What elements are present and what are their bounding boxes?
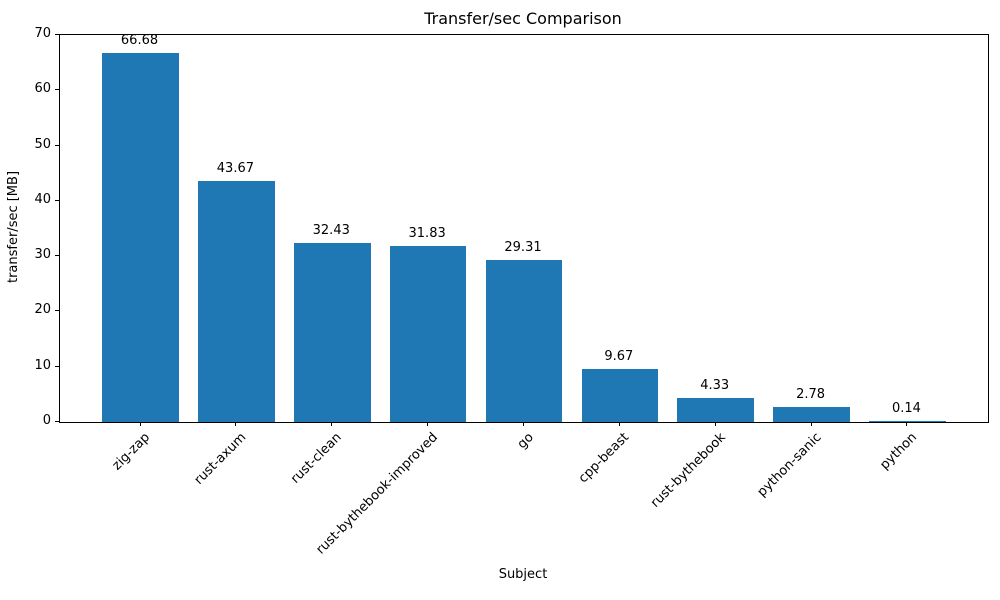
x-axis-tick-label: zig-zap bbox=[109, 430, 154, 474]
x-axis-tick-label: python-sanic bbox=[754, 430, 825, 500]
bar bbox=[773, 406, 850, 422]
y-tick-mark bbox=[55, 310, 59, 312]
y-axis-tick-label: 30 bbox=[34, 247, 51, 263]
x-axis-tick-label: rust-clean bbox=[288, 430, 345, 487]
x-axis-tick-label: rust-axum bbox=[191, 430, 250, 488]
bar bbox=[389, 246, 467, 422]
x-tick-mark bbox=[618, 422, 620, 426]
bar-value-label: 32.43 bbox=[312, 222, 350, 238]
bar bbox=[102, 53, 179, 422]
y-axis-label: transfer/sec [MB] bbox=[6, 170, 21, 284]
y-tick-mark bbox=[55, 199, 59, 201]
y-axis-tick-label: 10 bbox=[34, 357, 51, 373]
y-axis-tick-label: 40 bbox=[34, 191, 51, 207]
x-tick-mark bbox=[139, 422, 141, 426]
bar bbox=[293, 242, 371, 422]
y-tick-mark bbox=[55, 421, 59, 422]
x-tick-mark bbox=[427, 422, 429, 426]
bar-value-label: 31.83 bbox=[408, 226, 446, 242]
y-tick-mark bbox=[55, 365, 59, 367]
bar-value-label: 0.14 bbox=[891, 401, 921, 417]
x-tick-mark bbox=[331, 422, 333, 426]
x-tick-mark bbox=[235, 422, 237, 426]
y-tick-mark bbox=[55, 89, 59, 91]
bar bbox=[869, 421, 946, 423]
bar-value-label: 43.67 bbox=[216, 160, 254, 176]
bar bbox=[581, 368, 659, 422]
y-axis-tick-label: 0 bbox=[42, 413, 51, 428]
bar bbox=[198, 180, 275, 422]
x-axis-tick-label: rust-bythebook bbox=[647, 430, 729, 511]
y-tick-mark bbox=[55, 144, 59, 146]
x-axis-label: Subject bbox=[498, 567, 548, 582]
y-axis-tick-label: 20 bbox=[34, 302, 51, 318]
bar-value-label: 4.33 bbox=[700, 378, 730, 394]
y-tick-mark bbox=[55, 255, 59, 257]
bar-value-label: 9.67 bbox=[604, 348, 634, 364]
plot-area bbox=[59, 34, 989, 423]
bar-value-label: 2.78 bbox=[796, 386, 826, 402]
bar bbox=[677, 398, 755, 422]
bar-value-label: 29.31 bbox=[504, 239, 542, 255]
x-axis-tick-label: python bbox=[877, 430, 921, 473]
x-tick-mark bbox=[906, 422, 908, 426]
y-axis-tick-label: 60 bbox=[34, 81, 51, 97]
bar bbox=[485, 259, 563, 422]
y-axis-tick-label: 50 bbox=[34, 136, 51, 152]
x-tick-mark bbox=[714, 422, 716, 426]
x-tick-mark bbox=[810, 422, 812, 426]
y-axis-tick-label: 70 bbox=[34, 26, 51, 41]
chart-title: Transfer/sec Comparison bbox=[424, 9, 622, 28]
bar-value-label: 66.68 bbox=[120, 33, 159, 49]
y-tick-mark bbox=[55, 34, 59, 35]
x-tick-mark bbox=[523, 422, 524, 426]
x-axis-tick-label: go bbox=[514, 430, 537, 453]
x-axis-tick-label: cpp-beast bbox=[576, 430, 633, 487]
